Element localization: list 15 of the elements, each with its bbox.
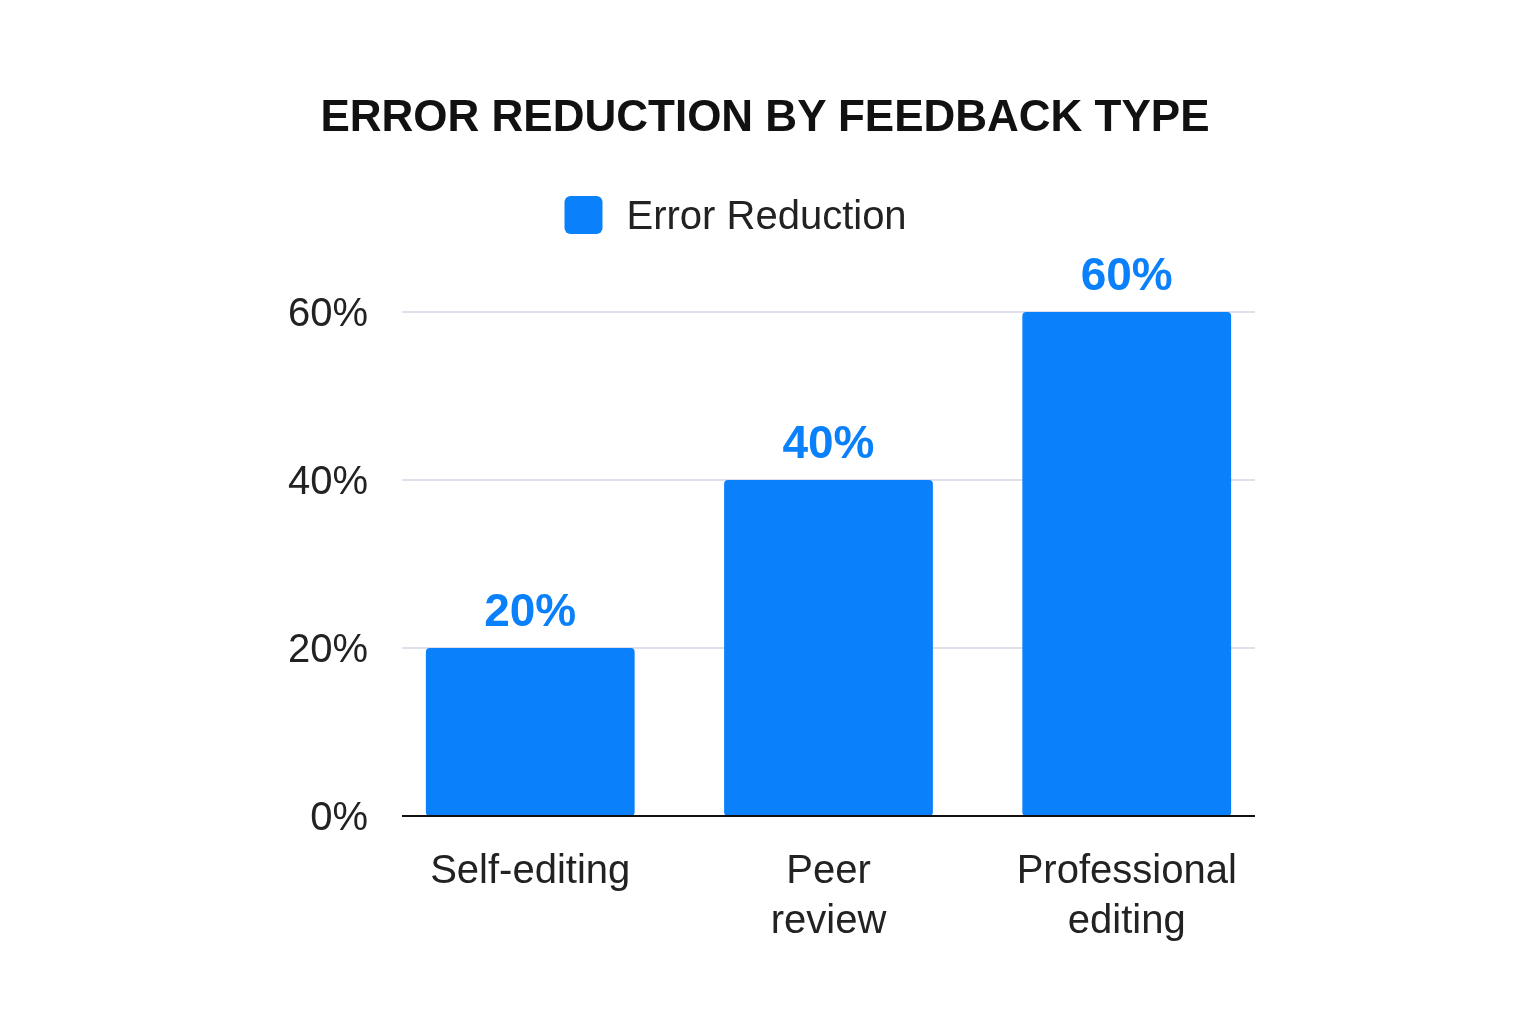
x-tick-label: Professional editing bbox=[1016, 847, 1237, 941]
bar bbox=[1022, 312, 1232, 816]
x-tick-label: Self-editing bbox=[430, 847, 631, 891]
data-label: 60% bbox=[1080, 248, 1173, 300]
y-tick-label: 0% bbox=[310, 794, 368, 838]
data-label: 20% bbox=[484, 584, 577, 636]
x-tick-label: Peer review bbox=[770, 847, 887, 941]
legend-label: Error Reduction bbox=[626, 193, 907, 237]
bar bbox=[425, 648, 635, 816]
y-tick-label: 40% bbox=[287, 458, 368, 502]
data-label: 40% bbox=[782, 416, 875, 468]
chart-title: ERROR REDUCTION BY FEEDBACK TYPE bbox=[320, 91, 1210, 140]
y-tick-label: 20% bbox=[287, 626, 368, 670]
y-tick-label: 60% bbox=[287, 290, 368, 334]
bar bbox=[724, 480, 933, 816]
